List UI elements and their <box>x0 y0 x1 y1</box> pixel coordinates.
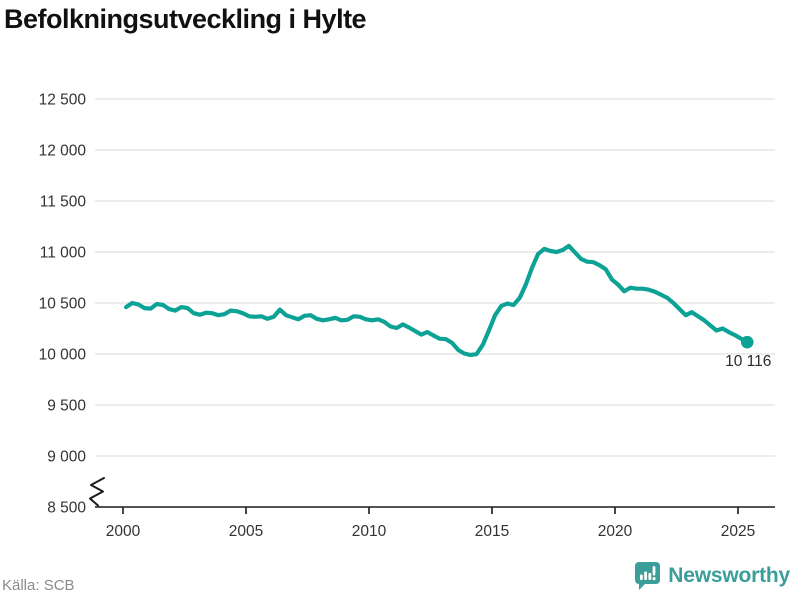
svg-text:2020: 2020 <box>598 523 633 540</box>
chart-title: Befolkningsutveckling i Hylte <box>4 4 367 34</box>
svg-text:11 000: 11 000 <box>40 245 87 262</box>
svg-text:9 500: 9 500 <box>47 398 86 415</box>
exclamation-dot <box>652 577 656 581</box>
newsworthy-bubble-icon <box>635 562 661 590</box>
newsworthy-logo: Newsworthy <box>634 561 790 590</box>
svg-text:11 500: 11 500 <box>40 194 87 211</box>
speech-bubble-shape <box>635 562 661 590</box>
svg-text:2000: 2000 <box>106 523 141 540</box>
svg-text:10 000: 10 000 <box>39 347 87 364</box>
svg-text:12 000: 12 000 <box>39 143 87 160</box>
source-label: Källa: SCB <box>2 577 75 594</box>
bar-chart-bar-2 <box>644 571 648 580</box>
svg-text:12 500: 12 500 <box>39 92 87 109</box>
svg-text:2015: 2015 <box>475 523 509 540</box>
exclamation-line <box>652 566 656 576</box>
svg-text:10 116: 10 116 <box>725 353 771 370</box>
newsworthy-wordmark: Newsworthy <box>668 563 790 587</box>
svg-text:9 000: 9 000 <box>47 449 86 466</box>
bar-chart-bar-3 <box>648 573 652 580</box>
svg-text:2025: 2025 <box>721 523 755 540</box>
svg-text:2005: 2005 <box>229 523 263 540</box>
svg-text:10 500: 10 500 <box>39 296 87 313</box>
svg-text:2010: 2010 <box>352 523 387 540</box>
svg-text:8 500: 8 500 <box>47 500 86 517</box>
bar-chart-bar-1 <box>640 574 644 580</box>
